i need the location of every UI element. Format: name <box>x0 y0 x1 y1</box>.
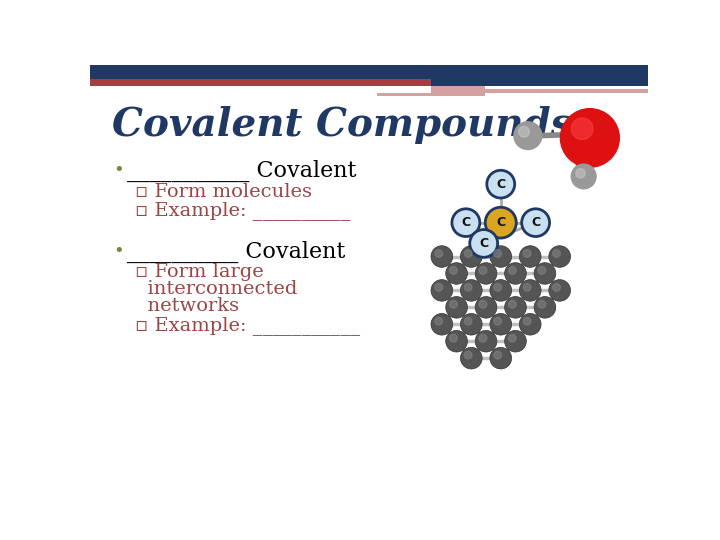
Circle shape <box>461 314 482 335</box>
Circle shape <box>571 164 596 189</box>
Circle shape <box>487 170 515 198</box>
Bar <box>485 86 648 90</box>
Circle shape <box>464 284 472 291</box>
Circle shape <box>553 284 560 291</box>
Circle shape <box>505 330 526 352</box>
Text: __________ Covalent: __________ Covalent <box>127 241 346 264</box>
Circle shape <box>494 351 502 359</box>
Text: ___________ Covalent: ___________ Covalent <box>127 160 356 183</box>
Circle shape <box>469 230 498 257</box>
Text: •: • <box>113 242 124 260</box>
Circle shape <box>494 249 502 257</box>
Circle shape <box>534 296 556 318</box>
Circle shape <box>431 280 453 301</box>
Circle shape <box>449 267 457 274</box>
Circle shape <box>519 280 541 301</box>
Text: C: C <box>496 178 505 191</box>
Circle shape <box>490 280 512 301</box>
Circle shape <box>523 249 531 257</box>
Circle shape <box>461 246 482 267</box>
Circle shape <box>571 118 593 139</box>
Text: interconnected: interconnected <box>135 280 297 299</box>
Text: C: C <box>496 216 505 229</box>
Text: ▫ Form large: ▫ Form large <box>135 264 264 281</box>
Circle shape <box>523 318 531 325</box>
Circle shape <box>534 262 556 284</box>
Text: Covalent Compounds: Covalent Compounds <box>112 106 572 144</box>
Text: •: • <box>113 161 124 179</box>
Circle shape <box>490 246 512 267</box>
Circle shape <box>494 318 502 325</box>
Circle shape <box>435 318 443 325</box>
Circle shape <box>479 334 487 342</box>
Bar <box>377 92 485 96</box>
Circle shape <box>508 334 516 342</box>
Text: ▫ Form molecules: ▫ Form molecules <box>135 183 312 201</box>
Text: ▫ Example: __________: ▫ Example: __________ <box>135 201 350 220</box>
Circle shape <box>435 284 443 291</box>
Circle shape <box>461 280 482 301</box>
Circle shape <box>549 280 570 301</box>
Circle shape <box>464 249 472 257</box>
Circle shape <box>475 262 497 284</box>
Circle shape <box>446 262 467 284</box>
Circle shape <box>494 284 502 291</box>
Circle shape <box>508 300 516 308</box>
Bar <box>90 65 648 79</box>
Circle shape <box>538 300 546 308</box>
Bar <box>90 79 431 86</box>
Circle shape <box>490 347 512 369</box>
Circle shape <box>576 168 585 178</box>
Circle shape <box>464 351 472 359</box>
Circle shape <box>505 262 526 284</box>
Circle shape <box>464 318 472 325</box>
Circle shape <box>452 209 480 237</box>
Circle shape <box>461 347 482 369</box>
Text: networks: networks <box>135 298 239 315</box>
Circle shape <box>522 209 549 237</box>
Bar <box>431 79 648 86</box>
Circle shape <box>449 334 457 342</box>
Circle shape <box>431 314 453 335</box>
Circle shape <box>479 300 487 308</box>
Text: C: C <box>479 237 488 250</box>
Circle shape <box>519 246 541 267</box>
Circle shape <box>553 249 560 257</box>
Text: ▫ Example: ___________: ▫ Example: ___________ <box>135 316 360 335</box>
Circle shape <box>431 246 453 267</box>
Bar <box>431 86 648 92</box>
Circle shape <box>523 284 531 291</box>
Circle shape <box>435 249 443 257</box>
Circle shape <box>475 330 497 352</box>
Circle shape <box>449 300 457 308</box>
Circle shape <box>490 314 512 335</box>
Text: C: C <box>531 216 540 229</box>
Circle shape <box>549 246 570 267</box>
Circle shape <box>446 296 467 318</box>
Circle shape <box>485 207 516 238</box>
Circle shape <box>518 126 529 137</box>
Circle shape <box>505 296 526 318</box>
Circle shape <box>514 122 542 150</box>
Circle shape <box>538 267 546 274</box>
Circle shape <box>446 330 467 352</box>
Circle shape <box>479 267 487 274</box>
Circle shape <box>519 314 541 335</box>
Text: C: C <box>462 216 470 229</box>
Circle shape <box>475 296 497 318</box>
Circle shape <box>508 267 516 274</box>
Circle shape <box>560 109 619 167</box>
